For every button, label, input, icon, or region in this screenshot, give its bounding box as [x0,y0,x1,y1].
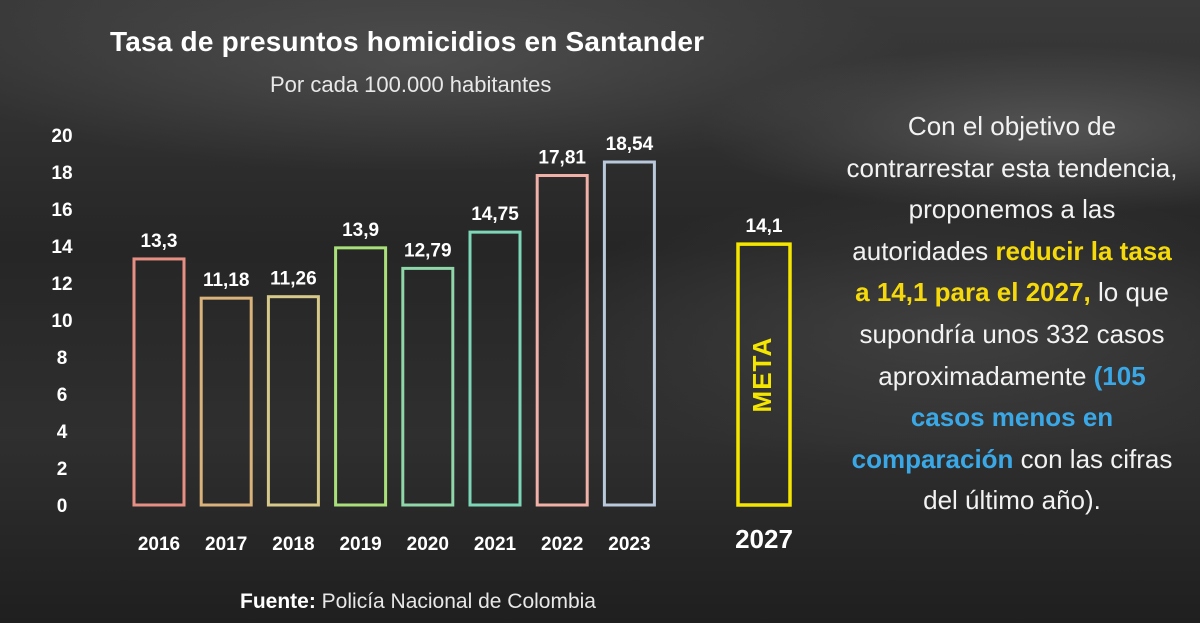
bar [132,257,186,507]
bar [334,246,388,507]
source-text: Policía Nacional de Colombia [321,590,596,613]
bar-value-label: 17,81 [538,148,586,169]
x-tick-label: 2016 [138,534,180,555]
target-bar-group: 14,1 META 2027 [735,216,793,554]
y-tick-label: 8 [57,348,68,369]
x-tick-label: 2019 [339,534,381,555]
x-tick-label: 2018 [272,534,314,555]
target-year-label: 2027 [735,524,793,554]
target-bar [736,242,792,507]
side-description: Con el objetivo de contrarrestar esta te… [842,106,1182,522]
bars: 13,3 2016 11,18 2017 11,26 2018 13,9 2019 12,79 2… [132,134,656,555]
bar-chart: 0 2 4 6 8 10 12 14 16 18 20 13,3 2016 11,18 2017 11,26… [51,126,793,555]
target-meta-label: META [747,337,777,413]
bar [401,266,455,507]
x-tick-label: 2020 [407,534,449,555]
side-text-part2: lo que supondría unos 332 casos aproxima… [859,277,1169,391]
y-tick-label: 10 [51,311,72,332]
y-tick-label: 12 [51,274,72,295]
y-tick-label: 2 [57,459,68,480]
side-text-highlight-reduce: reducir la tasa a 14,1 para el 2027, [855,235,1172,308]
y-tick-label: 18 [51,163,72,184]
side-text-highlight-cases: (105 casos menos en comparación [851,360,1146,474]
target-value-label: 14,1 [746,216,783,237]
y-tick-label: 6 [57,385,68,406]
y-tick-label: 16 [51,200,72,221]
bar-value-label: 14,75 [471,204,519,225]
chart-subtitle: Por cada 100.000 habitantes [270,72,552,97]
x-tick-label: 2023 [608,534,650,555]
side-text-part1: Con el objetivo de contrarrestar esta te… [846,111,1178,266]
bar [468,230,522,507]
y-axis: 0 2 4 6 8 10 12 14 16 18 20 [51,126,73,517]
bar-value-label: 13,3 [141,231,178,252]
bar-value-label: 11,18 [203,270,250,291]
source-label: Fuente: [240,590,316,613]
y-tick-label: 4 [57,422,68,443]
y-tick-label: 0 [57,496,68,517]
bar [602,160,656,507]
x-tick-label: 2021 [474,534,517,555]
y-tick-label: 20 [51,126,72,147]
bar-value-label: 11,26 [270,269,317,290]
bar-value-label: 12,79 [404,240,452,261]
bar [266,295,320,507]
bar-value-label: 18,54 [606,134,654,155]
x-tick-label: 2017 [205,534,247,555]
bar [535,174,589,507]
source-note: Fuente: Policía Nacional de Colombia [240,590,596,614]
y-tick-label: 14 [51,237,73,258]
side-text-part3: con las cifras del último año). [923,443,1173,516]
chart-title: Tasa de presuntos homicidios en Santande… [110,26,705,57]
x-tick-label: 2022 [541,534,583,555]
bar-value-label: 13,9 [342,220,379,241]
bar [199,296,253,507]
